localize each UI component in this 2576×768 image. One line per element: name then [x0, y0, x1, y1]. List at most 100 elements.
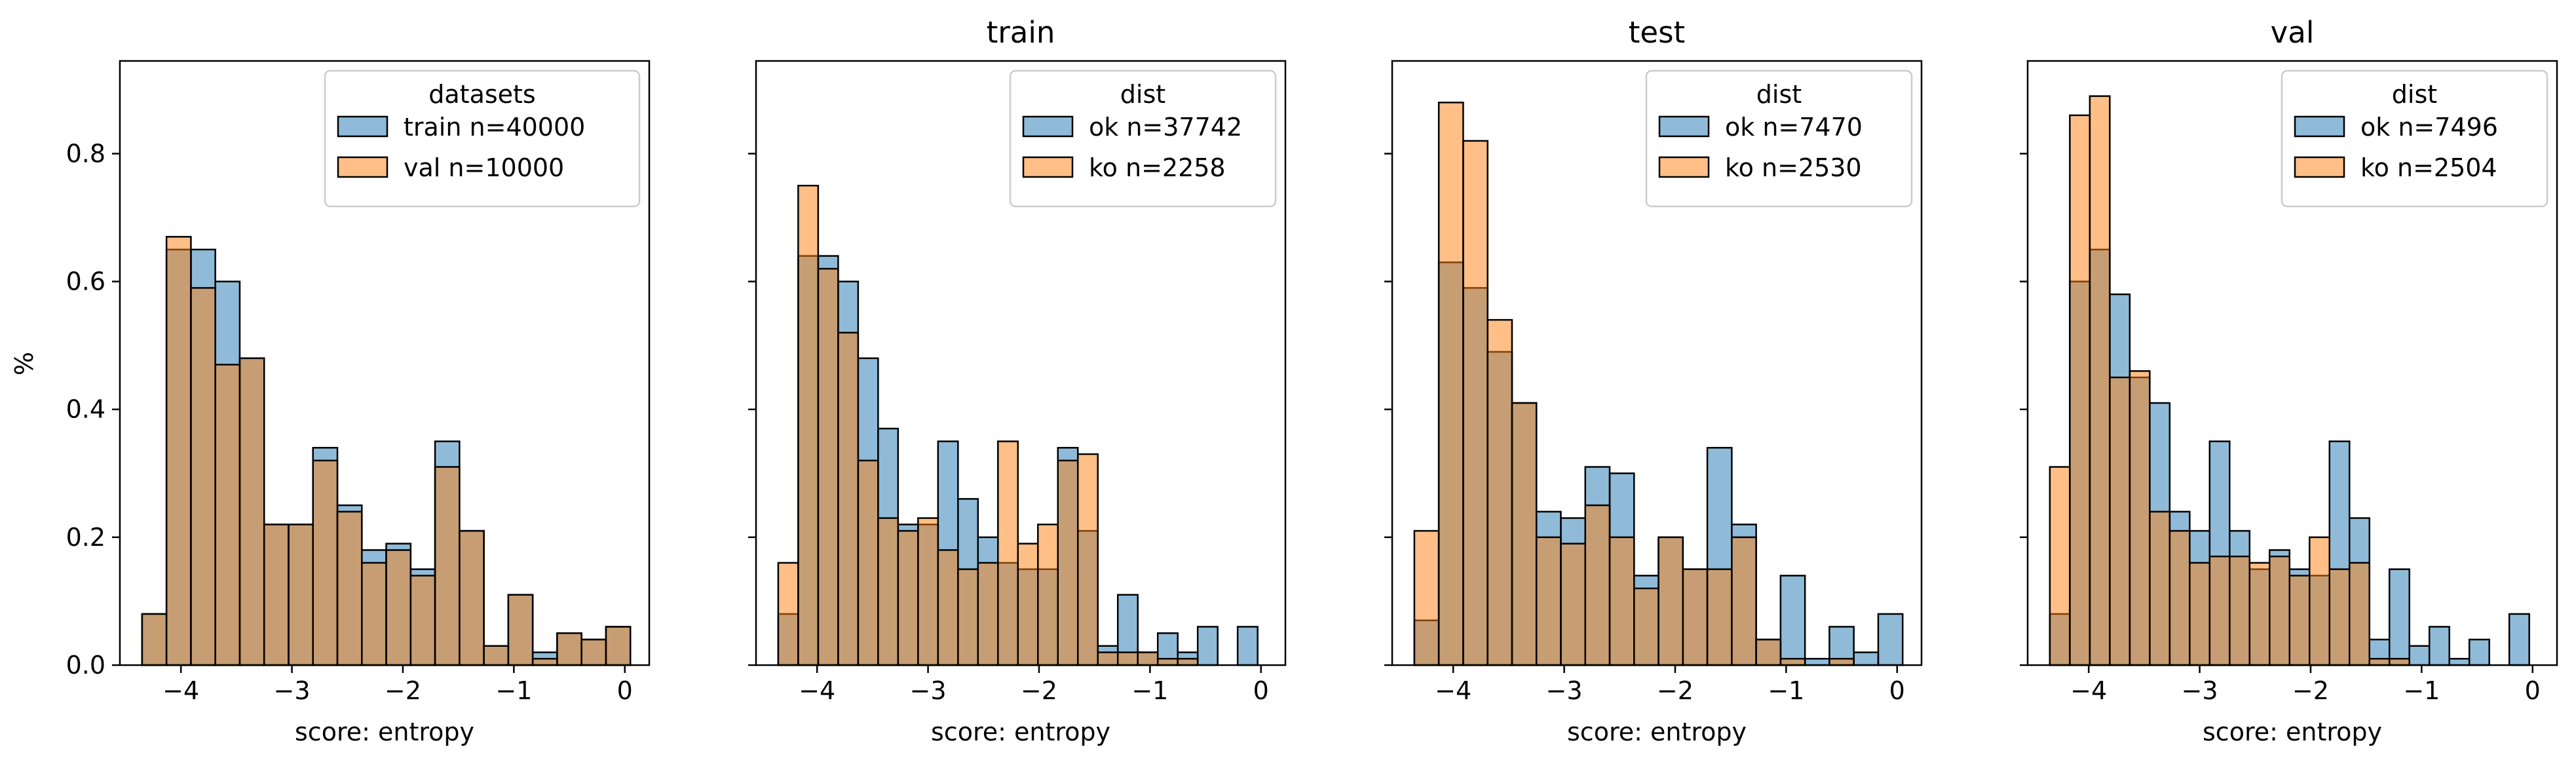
histogram-bar [2129, 370, 2151, 666]
histogram-bar [531, 657, 558, 666]
legend-box [324, 69, 641, 208]
legend-swatch [1022, 115, 1074, 138]
histogram-bar [2229, 555, 2251, 666]
histogram-bar [837, 332, 860, 666]
histogram-bar [165, 236, 192, 666]
histogram-bar [434, 466, 461, 666]
legend-entry-label: ko n=2258 [1089, 153, 1226, 182]
series-ko [1413, 102, 1855, 666]
histogram-bar [1137, 651, 1159, 666]
histogram-bar [1236, 626, 1259, 666]
x-tick-label: −4 [799, 676, 835, 705]
histogram-bar [288, 524, 314, 666]
histogram-bar [2208, 555, 2231, 666]
histogram-bar [1177, 657, 1199, 666]
histogram-bar [1037, 524, 1059, 666]
legend-swatch [1658, 115, 1710, 138]
histogram-bar [190, 287, 216, 666]
histogram-bar [957, 568, 979, 666]
legend-title: dist [1756, 80, 1802, 109]
histogram-bar [2089, 95, 2111, 666]
histogram-bar [385, 549, 412, 666]
histogram-bar [1731, 536, 1757, 666]
y-tick-label: 0.2 [66, 523, 105, 552]
legend-title: datasets [428, 80, 535, 109]
histogram-bar [1828, 657, 1855, 666]
histogram-bar [2428, 626, 2450, 666]
legend-swatch [2294, 115, 2345, 138]
x-tick-label: −4 [162, 676, 199, 705]
panel-title: test [1629, 15, 1685, 50]
histogram-bar [1017, 543, 1039, 666]
x-tick-label: −1 [1768, 676, 1804, 705]
legend-box [1009, 69, 1277, 208]
histogram-bar [1853, 651, 1880, 666]
x-tick-label: −2 [2292, 676, 2329, 705]
panel-title: val [2271, 15, 2315, 50]
histogram-bar [605, 626, 632, 666]
x-tick-label: 0 [1889, 676, 1905, 705]
histogram-bar [2169, 529, 2191, 666]
histogram-bar [483, 645, 510, 666]
histogram-bar [459, 529, 485, 666]
x-tick-label: −3 [1546, 676, 1583, 705]
histogram-bar [214, 364, 241, 666]
histogram-bar [857, 459, 879, 666]
histogram-bar [312, 459, 339, 666]
series-val [141, 236, 632, 666]
legend-title: dist [1120, 80, 1165, 109]
x-tick-label: 0 [1253, 676, 1269, 705]
legend-entry-label: ok n=7470 [1725, 113, 1863, 142]
x-tick-label: −2 [1021, 676, 1057, 705]
histogram-bar [1657, 536, 1684, 666]
histogram-bar [2049, 466, 2071, 666]
histogram-bar [2069, 114, 2091, 666]
histogram-bar [2288, 575, 2311, 666]
histogram-bar [1633, 587, 1659, 666]
panel-1: −4 −3 −2 −1 0 0.0 0.2 0.4 0.6 0.8 score: entropy da… [66, 60, 651, 746]
legend-entry-label: ok n=37742 [1089, 113, 1242, 142]
x-axis-label: score: entropy [1567, 718, 1747, 746]
histogram-bar [2368, 657, 2391, 666]
histogram-bar [1560, 543, 1586, 666]
histogram-bar [1706, 568, 1733, 666]
panel-4: −4 −3 −2 −1 0 score: entropy val dist ok n=7496 k… [2020, 15, 2558, 746]
histogram-bar [1511, 402, 1538, 666]
histogram-bar [1462, 140, 1488, 666]
histogram-bar [937, 549, 959, 666]
axes-frame [119, 60, 651, 666]
x-axis-label: score: entropy [2203, 718, 2382, 746]
histogram-bar [2408, 645, 2431, 666]
histogram-bar [1535, 536, 1562, 666]
legend-swatch [2294, 156, 2345, 178]
legend-entry-label: ko n=2504 [2360, 153, 2497, 182]
histogram-bar [1057, 459, 1079, 666]
x-tick-label: 0 [2525, 676, 2541, 705]
histogram-bar [2348, 562, 2370, 666]
axes-frame [755, 60, 1287, 666]
histogram-bar [141, 613, 168, 666]
histogram-bar [263, 524, 290, 666]
histogram-bar [1076, 453, 1099, 666]
x-axis-label: score: entropy [295, 718, 474, 746]
legend: datasets train n=40000 val n=10000 [324, 69, 641, 208]
histogram-bar [897, 529, 919, 666]
histogram-bar [2149, 510, 2171, 666]
histogram-bar [2468, 638, 2490, 666]
histogram-bar [977, 562, 999, 666]
axes-frame [2026, 60, 2558, 666]
x-tick-label: −4 [2070, 676, 2107, 705]
histogram-bar [1196, 626, 1219, 666]
histogram-bar [2269, 555, 2291, 666]
histogram-bar [1877, 613, 1904, 666]
x-tick-label: −3 [910, 676, 947, 705]
histogram-bar [1608, 536, 1635, 666]
histogram-bar [1584, 504, 1611, 666]
legend-entry-label: ok n=7496 [2360, 113, 2498, 142]
x-tick-label: −3 [2182, 676, 2218, 705]
histogram-bar [507, 594, 534, 666]
histogram-bar [817, 267, 839, 666]
histogram-bar [2189, 562, 2211, 666]
y-tick-label: 0.6 [66, 267, 105, 296]
panel-2: −4 −3 −2 −1 0 score: entropy train dist ok n=377… [748, 15, 1287, 746]
